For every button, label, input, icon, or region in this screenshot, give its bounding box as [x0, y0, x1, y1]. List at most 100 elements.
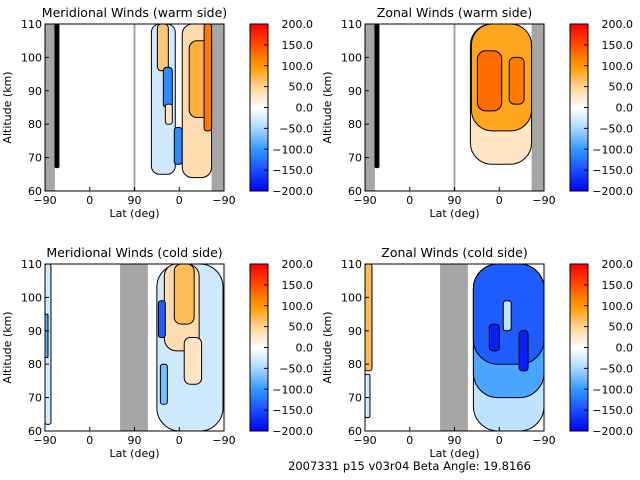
- colorbar-tick-label: 50.0: [609, 81, 634, 94]
- y-tick-label: 60: [28, 425, 42, 438]
- contour-region: [173, 127, 183, 165]
- y-tick-label: 60: [348, 425, 362, 438]
- y-tick-label: 90: [28, 325, 42, 338]
- footer-text: 2007331 p15 v03r04 Beta Angle: 19.8166: [288, 459, 531, 473]
- colorbar-tick-label: −200.0: [272, 185, 313, 198]
- panel-1: Meridional Winds (warm side) −90 0 90 0 −90 La…: [1, 5, 313, 220]
- colorbar-tick-label: 200.0: [282, 18, 314, 31]
- colorbar-tick-label: 150.0: [282, 279, 314, 292]
- y-axis-label: Altitude (km): [1, 71, 14, 143]
- y-tick-label: 70: [28, 152, 42, 165]
- colorbar-tick-label: −150.0: [592, 164, 633, 177]
- contour-region: [173, 264, 195, 325]
- contour-region: [518, 330, 529, 372]
- x-axis-label: Lat (deg): [430, 447, 480, 460]
- contour-region: [45, 313, 49, 359]
- colorbar-tick-label: 150.0: [602, 39, 634, 52]
- y-tick-label: 110: [21, 18, 42, 31]
- y-tick-label: 100: [341, 51, 362, 64]
- x-tick-label: −90: [532, 194, 555, 207]
- x-tick-label: −90: [353, 434, 376, 447]
- contour-region: [156, 24, 169, 72]
- panel-3: Meridional Winds (cold side) −90 0 90 0 −90 La…: [1, 245, 313, 460]
- contour-region: [488, 323, 500, 352]
- colorbar-tick-label: 0.0: [296, 342, 314, 355]
- contour-region: [164, 103, 173, 125]
- y-tick-label: 60: [348, 185, 362, 198]
- y-tick-label: 80: [348, 358, 362, 371]
- colorbar-tick-label: 0.0: [616, 342, 634, 355]
- missing-data-region: [211, 24, 224, 191]
- y-tick-label: 100: [341, 291, 362, 304]
- x-tick-label: −90: [532, 434, 555, 447]
- plot-area: [365, 264, 544, 431]
- y-axis-label: Altitude (km): [321, 311, 334, 383]
- panel-title: Zonal Winds (cold side): [381, 245, 527, 260]
- colorbar-tick-label: −150.0: [592, 404, 633, 417]
- colorbar-tick-label: 150.0: [282, 39, 314, 52]
- x-tick-label: 90: [128, 194, 142, 207]
- colorbar-tick-label: 200.0: [282, 258, 314, 271]
- missing-data-region: [454, 264, 468, 431]
- x-tick-label: 90: [448, 434, 462, 447]
- x-tick-label: −90: [212, 434, 235, 447]
- colorbar-tick-label: 100.0: [602, 300, 634, 313]
- panel-2: Zonal Winds (warm side) −90 0 90 0 −90 Lat (de…: [321, 5, 633, 220]
- missing-data-region: [365, 24, 375, 191]
- missing-data-region: [134, 264, 148, 431]
- y-tick-label: 70: [28, 392, 42, 405]
- colorbar-tick-label: −50.0: [279, 362, 313, 375]
- colorbar-tick-label: 200.0: [602, 258, 634, 271]
- x-tick-label: 90: [128, 434, 142, 447]
- y-tick-label: 90: [348, 85, 362, 98]
- x-tick-label: 0: [406, 194, 413, 207]
- y-tick-label: 90: [28, 85, 42, 98]
- colorbar-tick-label: 100.0: [602, 60, 634, 73]
- y-tick-label: 70: [348, 392, 362, 405]
- panel-4: Zonal Winds (cold side) −90 0 90 0 −90 Lat (de…: [321, 245, 633, 460]
- missing-data-region: [45, 24, 55, 191]
- contour-region: [365, 373, 371, 419]
- contour-region: [508, 56, 525, 105]
- panel-title: Meridional Winds (cold side): [46, 245, 222, 260]
- x-tick-label: −90: [33, 434, 56, 447]
- colorbar-tick-label: 0.0: [296, 102, 314, 115]
- y-axis-label: Altitude (km): [1, 311, 14, 383]
- colorbar-tick-label: 0.0: [616, 102, 634, 115]
- contour-region: [159, 363, 168, 405]
- x-tick-label: −90: [212, 194, 235, 207]
- x-tick-label: 0: [176, 434, 183, 447]
- y-tick-label: 90: [348, 325, 362, 338]
- x-tick-label: 0: [86, 194, 93, 207]
- contour-region: [502, 300, 512, 332]
- colorbar-tick-label: 200.0: [602, 18, 634, 31]
- x-tick-label: −90: [353, 194, 376, 207]
- y-tick-label: 80: [28, 118, 42, 131]
- y-tick-label: 110: [341, 18, 362, 31]
- x-tick-label: 0: [496, 194, 503, 207]
- contour-region: [365, 264, 373, 372]
- panel-title: Meridional Winds (warm side): [42, 5, 227, 20]
- y-tick-label: 80: [348, 118, 362, 131]
- colorbar-tick-label: 100.0: [282, 300, 314, 313]
- contour-region: [476, 50, 503, 112]
- missing-data-region: [440, 264, 455, 431]
- colorbar-tick-label: −100.0: [592, 383, 633, 396]
- colorbar-tick-label: 150.0: [602, 279, 634, 292]
- contour-region: [162, 66, 173, 108]
- x-tick-label: 0: [406, 434, 413, 447]
- colorbar-tick-label: −50.0: [599, 362, 633, 375]
- missing-data-region: [531, 24, 544, 191]
- plot-area: [45, 264, 224, 431]
- x-axis-label: Lat (deg): [430, 207, 480, 220]
- plot-area: [365, 24, 544, 191]
- y-tick-label: 80: [28, 358, 42, 371]
- y-tick-label: 60: [28, 185, 42, 198]
- y-tick-label: 110: [341, 258, 362, 271]
- colorbar-tick-label: −100.0: [272, 383, 313, 396]
- colorbar-tick-label: −150.0: [272, 164, 313, 177]
- contour-region: [183, 336, 203, 385]
- x-tick-label: 0: [176, 194, 183, 207]
- colorbar-tick-label: −50.0: [279, 122, 313, 135]
